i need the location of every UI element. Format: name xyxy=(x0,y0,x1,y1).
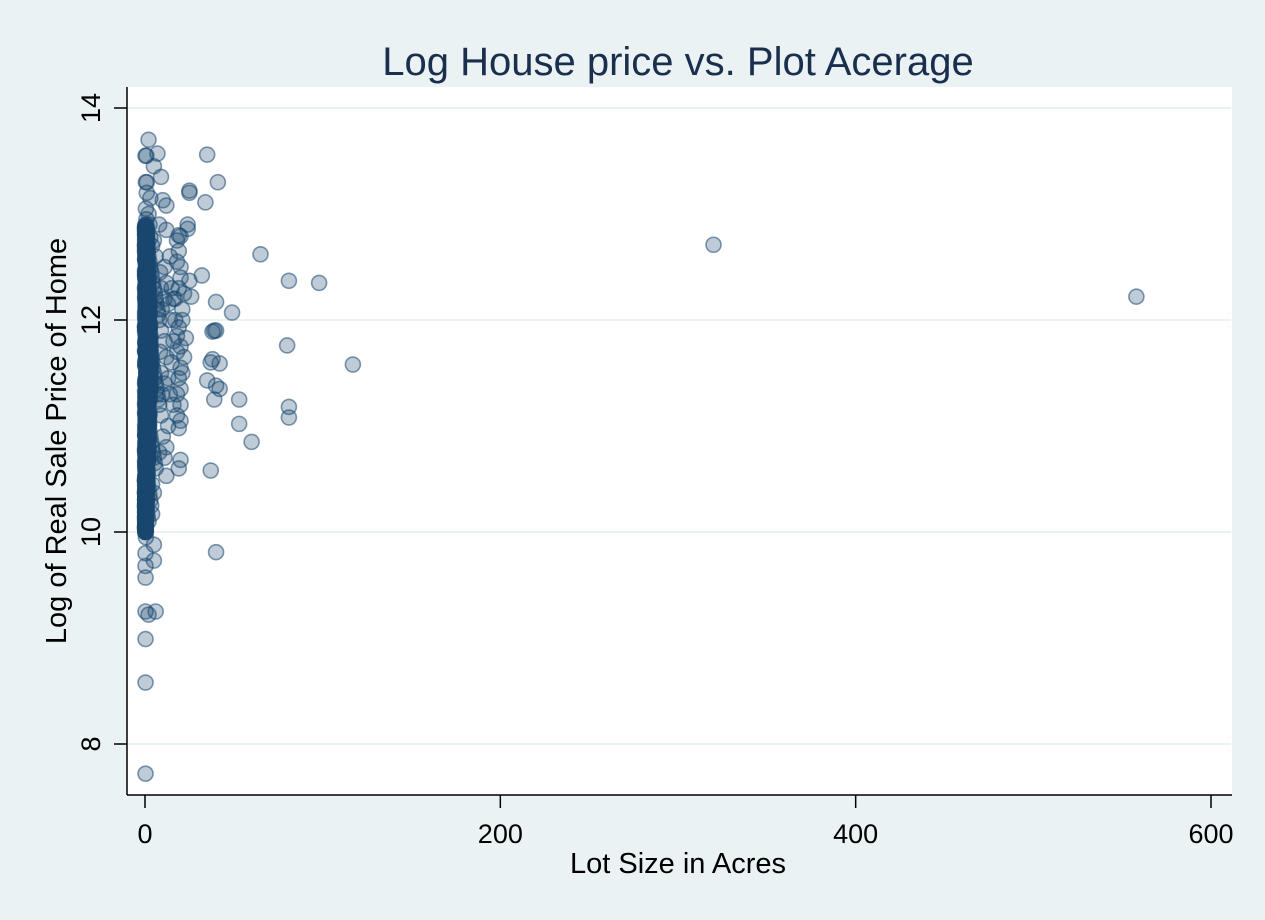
data-point xyxy=(137,338,155,356)
data-point xyxy=(166,290,184,308)
grid-lines xyxy=(128,107,1231,745)
data-point xyxy=(230,391,248,408)
data-point xyxy=(152,168,170,186)
data-point xyxy=(243,433,260,451)
data-point xyxy=(139,378,156,396)
data-point xyxy=(230,415,248,433)
data-point xyxy=(140,131,157,149)
data-point xyxy=(136,471,154,489)
data-point xyxy=(161,311,179,329)
data-point xyxy=(137,557,154,575)
x-tick-label: 200 xyxy=(478,819,523,849)
data-point xyxy=(137,765,154,782)
data-point xyxy=(165,396,182,414)
data-point xyxy=(205,391,223,408)
data-point xyxy=(137,630,154,648)
x-axis-ticks: 0 200 400 600 xyxy=(137,795,1234,849)
data-point xyxy=(137,435,154,452)
y-tick-label: 14 xyxy=(76,93,106,123)
data-point xyxy=(147,603,164,620)
data-point xyxy=(705,236,722,254)
data-point xyxy=(170,242,188,260)
y-tick-label: 10 xyxy=(76,517,106,547)
data-point xyxy=(198,372,216,389)
data-points xyxy=(136,131,1145,782)
data-point xyxy=(145,536,163,554)
y-axis-ticks: 8 10 12 14 xyxy=(76,93,127,752)
data-point xyxy=(198,146,216,163)
data-point xyxy=(207,293,225,311)
y-tick-label: 8 xyxy=(76,736,106,751)
data-point xyxy=(136,518,154,536)
data-point xyxy=(310,274,328,292)
data-point xyxy=(159,417,177,435)
x-tick-label: 0 xyxy=(137,819,152,849)
x-axis-label: Lot Size in Acres xyxy=(570,848,786,880)
x-tick-label: 600 xyxy=(1188,819,1233,849)
x-tick-label: 400 xyxy=(833,819,878,849)
data-point xyxy=(137,483,154,500)
data-point xyxy=(207,543,225,561)
y-axis-label: Log of Real Sale Price of Home xyxy=(41,238,73,644)
data-point xyxy=(197,194,214,211)
data-point xyxy=(278,337,296,354)
data-point xyxy=(136,266,154,284)
data-point xyxy=(168,327,186,345)
data-point xyxy=(174,311,191,329)
chart-title: Log House price vs. Plot Acerage xyxy=(382,40,973,84)
data-point xyxy=(170,460,188,477)
data-point xyxy=(1128,288,1145,305)
data-point xyxy=(280,409,298,426)
data-point xyxy=(209,173,227,191)
data-point xyxy=(159,369,177,387)
data-point xyxy=(158,274,175,292)
data-point xyxy=(158,348,175,366)
data-point xyxy=(137,289,155,307)
data-point xyxy=(182,288,200,305)
data-point xyxy=(136,219,154,237)
data-point xyxy=(139,254,156,271)
data-point xyxy=(137,569,154,586)
y-tick-label: 12 xyxy=(76,305,106,335)
data-point xyxy=(223,304,241,321)
data-point xyxy=(139,355,157,373)
data-point xyxy=(139,407,157,424)
data-point xyxy=(172,258,189,276)
data-point xyxy=(154,191,172,209)
data-point xyxy=(145,552,163,569)
data-point xyxy=(137,674,154,691)
data-point xyxy=(181,184,198,202)
data-point xyxy=(344,356,362,373)
data-point xyxy=(138,302,156,320)
data-point xyxy=(211,355,228,372)
plot-area xyxy=(127,87,1232,795)
data-point xyxy=(175,348,193,366)
data-point xyxy=(280,272,298,290)
data-point xyxy=(136,318,154,336)
data-point xyxy=(204,323,221,340)
data-point xyxy=(252,245,269,263)
data-point xyxy=(149,145,166,162)
data-point xyxy=(202,462,220,479)
